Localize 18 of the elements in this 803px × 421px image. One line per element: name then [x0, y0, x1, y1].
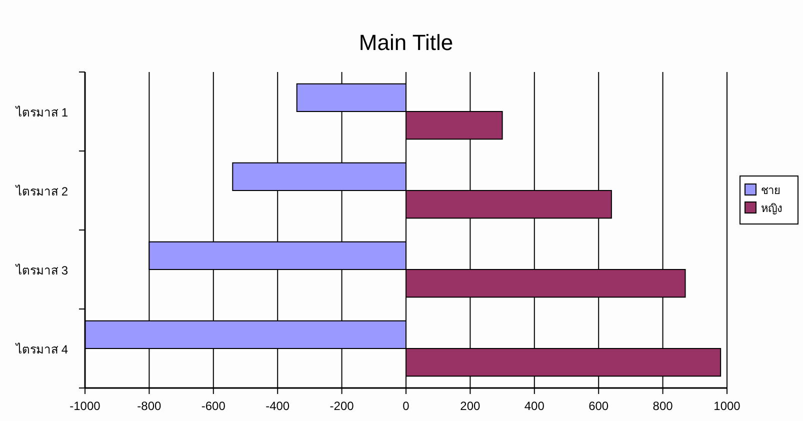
x-tick-label: 0 — [402, 399, 410, 413]
y-tick-label: ไตรมาส 1 — [15, 106, 68, 120]
x-tick-label: -200 — [330, 399, 354, 413]
x-tick-label: 400 — [524, 399, 545, 413]
x-tick-label: 600 — [588, 399, 609, 413]
x-tick-label: -800 — [137, 399, 162, 413]
legend-label: หญิง — [761, 203, 782, 215]
y-tick-label: ไตรมาส 2 — [15, 184, 68, 198]
x-tick-label: 1000 — [714, 399, 741, 413]
x-tick-label: 800 — [652, 399, 674, 413]
y-tick-label: ไตรมาส 4 — [15, 342, 68, 356]
x-tick-label: -600 — [201, 399, 226, 413]
x-tick-label: -1000 — [70, 399, 101, 413]
x-tick-label: 200 — [460, 399, 481, 413]
x-tick-label: -400 — [266, 399, 290, 413]
chart-title: Main Title — [358, 30, 454, 55]
legend-label: ชาย — [761, 185, 780, 197]
y-tick-label: ไตรมาส 3 — [15, 264, 68, 278]
